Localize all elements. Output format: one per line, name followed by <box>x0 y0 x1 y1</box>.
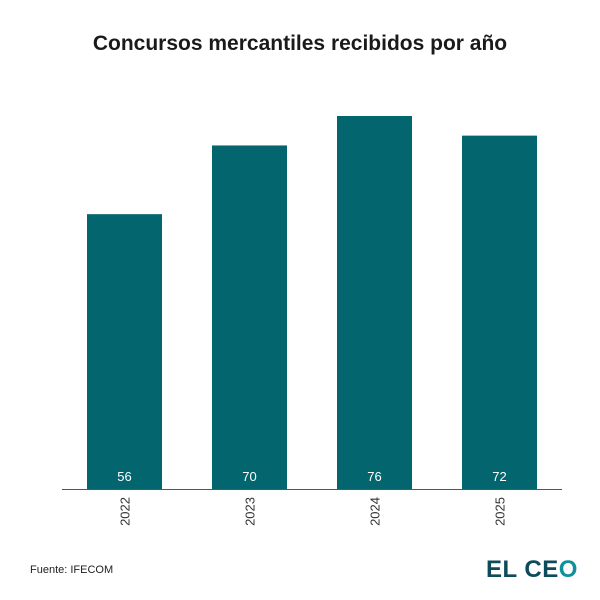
bar-2024 <box>337 116 412 489</box>
chart-title: Concursos mercantiles recibidos por año <box>92 32 508 55</box>
x-tick-label: 2023 <box>243 497 258 526</box>
bar-2025 <box>462 135 537 489</box>
data-label: 76 <box>367 469 381 484</box>
x-tick-label: 2025 <box>493 497 508 526</box>
bar-2023 <box>212 145 287 489</box>
data-label: 72 <box>492 469 506 484</box>
data-label: 56 <box>117 469 131 484</box>
el-ceo-logo: EL CEO <box>486 556 578 584</box>
data-label: 70 <box>242 469 256 484</box>
bar-2022 <box>87 214 162 489</box>
x-tick-label: 2022 <box>118 497 133 526</box>
source-note: Fuente: IFECOM <box>30 564 114 576</box>
x-tick-label: 2024 <box>368 497 383 526</box>
logo-o: O <box>558 556 578 583</box>
logo-text: EL CE <box>486 556 559 583</box>
